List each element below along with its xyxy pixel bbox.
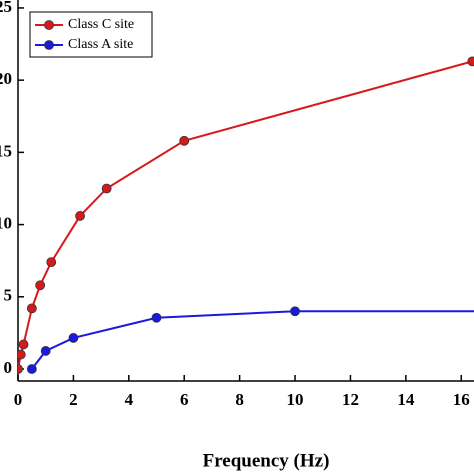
legend-marker <box>44 40 54 50</box>
plot-area <box>18 56 474 374</box>
x-tick-label: 14 <box>397 390 415 409</box>
data-point <box>290 306 300 317</box>
series-line <box>31 310 474 370</box>
data-point <box>18 349 26 360</box>
x-tick-label: 16 <box>453 390 470 409</box>
y-tick-label: 10 <box>0 213 12 232</box>
legend-marker <box>44 20 54 30</box>
y-tick-label: 5 <box>4 286 13 305</box>
x-tick-label: 8 <box>235 390 244 409</box>
data-point <box>46 257 57 268</box>
data-point <box>467 56 474 67</box>
data-point <box>40 346 51 356</box>
x-tick-label: 10 <box>287 390 304 409</box>
legend-label: Class C site <box>68 17 134 32</box>
data-point <box>151 312 162 323</box>
legend-label: Class A site <box>68 37 133 52</box>
data-point <box>179 135 190 146</box>
data-point <box>68 333 79 343</box>
data-point <box>26 303 37 314</box>
data-point <box>35 280 46 291</box>
y-tick-label: 15 <box>0 141 12 160</box>
data-point <box>101 183 112 194</box>
y-tick-label: 20 <box>0 69 12 88</box>
series-line <box>18 60 473 370</box>
data-point <box>18 364 23 374</box>
data-point <box>75 211 85 221</box>
x-tick-label: 6 <box>180 390 189 409</box>
x-tick-label: 12 <box>342 390 359 409</box>
x-tick-label: 4 <box>125 390 134 409</box>
x-tick-label: 2 <box>69 390 78 409</box>
x-axis-label: Frequency (Hz) <box>203 450 330 471</box>
data-point <box>26 364 37 374</box>
y-tick-label: 0 <box>4 358 13 377</box>
data-point <box>18 339 29 350</box>
x-tick-label: 0 <box>14 390 23 409</box>
y-tick-label: 25 <box>0 0 12 16</box>
